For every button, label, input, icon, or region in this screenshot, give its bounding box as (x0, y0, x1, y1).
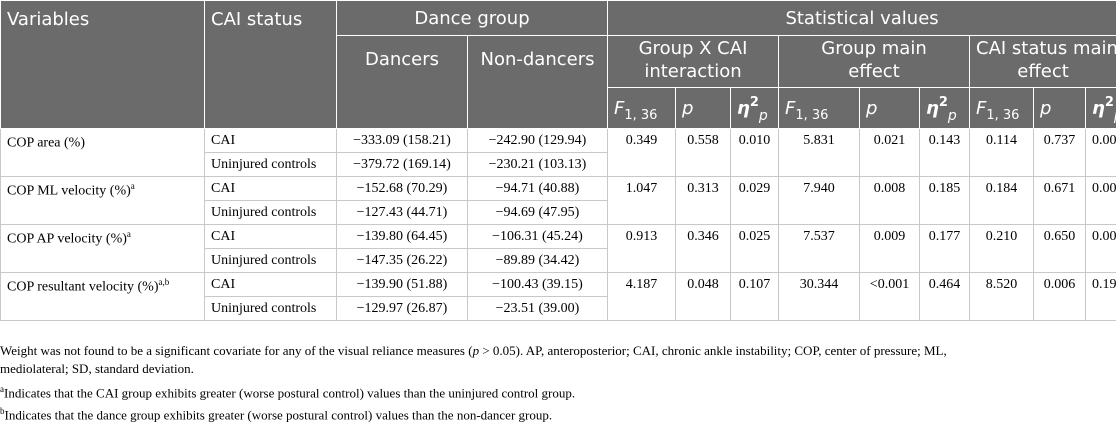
header-dance-group: Dance group (337, 1, 608, 36)
footnote-a: aIndicates that the CAI group exhibits g… (0, 380, 1110, 402)
eta-interaction-cell: 0.029 (731, 177, 779, 225)
header-dancers: Dancers (337, 36, 468, 129)
dancers-cell: −129.97 (26.87) (337, 297, 468, 321)
f-interaction-cell: 0.349 (608, 129, 676, 177)
header-eta-interaction: η2p (731, 88, 779, 129)
f-cai-cell: 8.520 (970, 273, 1034, 321)
table-row: COP AP velocity (%)a CAI −139.80 (64.45)… (1, 225, 1116, 249)
cai-status-cell: Uninjured controls (205, 201, 337, 225)
variable-cell: COP area (%) (1, 129, 205, 177)
header-p-group: p (860, 88, 920, 129)
dancers-cell: −333.09 (158.21) (337, 129, 468, 153)
header-f-interaction: F1, 36 (608, 88, 676, 129)
non-dancers-cell: −89.89 (34.42) (468, 249, 608, 273)
f-group-cell: 7.940 (779, 177, 860, 225)
non-dancers-cell: −242.90 (129.94) (468, 129, 608, 153)
f-interaction-cell: 0.913 (608, 225, 676, 273)
footnote-main: Weight was not found to be a significant… (0, 342, 1110, 378)
non-dancers-cell: −94.71 (40.88) (468, 177, 608, 201)
p-cai-cell: 0.006 (1034, 273, 1086, 321)
f-interaction-cell: 4.187 (608, 273, 676, 321)
non-dancers-cell: −100.43 (39.15) (468, 273, 608, 297)
variable-cell: COP resultant velocity (%)a,b (1, 273, 205, 321)
dancers-cell: −139.80 (64.45) (337, 225, 468, 249)
p-interaction-cell: 0.313 (676, 177, 731, 225)
p-interaction-cell: 0.346 (676, 225, 731, 273)
p-cai-cell: 0.671 (1034, 177, 1086, 225)
footnote-b: bIndicates that the dance group exhibits… (0, 402, 1110, 424)
p-group-cell: 0.009 (860, 225, 920, 273)
p-group-cell: <0.001 (860, 273, 920, 321)
dancers-cell: −379.72 (169.14) (337, 153, 468, 177)
header-p-cai: p (1034, 88, 1086, 129)
eta-interaction-cell: 0.107 (731, 273, 779, 321)
variable-cell: COP AP velocity (%)a (1, 225, 205, 273)
f-group-cell: 7.537 (779, 225, 860, 273)
cai-status-cell: Uninjured controls (205, 297, 337, 321)
p-cai-cell: 0.737 (1034, 129, 1086, 177)
eta-interaction-cell: 0.010 (731, 129, 779, 177)
eta-group-cell: 0.464 (920, 273, 970, 321)
cai-status-cell: Uninjured controls (205, 153, 337, 177)
variable-cell: COP ML velocity (%)a (1, 177, 205, 225)
header-eta-cai: η2p (1086, 88, 1116, 129)
cai-status-cell: CAI (205, 129, 337, 153)
f-group-cell: 30.344 (779, 273, 860, 321)
f-group-cell: 5.831 (779, 129, 860, 177)
eta-cai-cell: 0.196 (1086, 273, 1116, 321)
header-non-dancers: Non-dancers (468, 36, 608, 129)
header-statistical-values: Statistical values (608, 1, 1116, 36)
f-cai-cell: 0.210 (970, 225, 1034, 273)
header-f-cai: F1, 36 (970, 88, 1034, 129)
p-interaction-cell: 0.558 (676, 129, 731, 177)
p-group-cell: 0.008 (860, 177, 920, 225)
cai-status-cell: CAI (205, 273, 337, 297)
dancers-cell: −139.90 (51.88) (337, 273, 468, 297)
dancers-cell: −152.68 (70.29) (337, 177, 468, 201)
non-dancers-cell: −94.69 (47.95) (468, 201, 608, 225)
non-dancers-cell: −23.51 (39.00) (468, 297, 608, 321)
f-interaction-cell: 1.047 (608, 177, 676, 225)
p-cai-cell: 0.650 (1034, 225, 1086, 273)
header-cai-status: CAI status (205, 1, 337, 129)
non-dancers-cell: −106.31 (45.24) (468, 225, 608, 249)
table-footnotes: Weight was not found to be a significant… (0, 342, 1110, 425)
header-variables: Variables (1, 1, 205, 129)
cai-status-cell: Uninjured controls (205, 249, 337, 273)
eta-cai-cell: 0.005 (1086, 177, 1116, 225)
eta-cai-cell: 0.003 (1086, 129, 1116, 177)
dancers-cell: −127.43 (44.71) (337, 201, 468, 225)
table-row: COP ML velocity (%)a CAI −152.68 (70.29)… (1, 177, 1116, 201)
non-dancers-cell: −230.21 (103.13) (468, 153, 608, 177)
cai-status-cell: CAI (205, 225, 337, 249)
results-table: Variables CAI status Dance group Statist… (0, 0, 1116, 321)
f-cai-cell: 0.184 (970, 177, 1034, 225)
table-row: COP area (%) CAI −333.09 (158.21) −242.9… (1, 129, 1116, 153)
eta-cai-cell: 0.006 (1086, 225, 1116, 273)
header-p-interaction: p (676, 88, 731, 129)
dancers-cell: −147.35 (26.22) (337, 249, 468, 273)
f-cai-cell: 0.114 (970, 129, 1034, 177)
p-group-cell: 0.021 (860, 129, 920, 177)
eta-group-cell: 0.143 (920, 129, 970, 177)
eta-interaction-cell: 0.025 (731, 225, 779, 273)
p-interaction-cell: 0.048 (676, 273, 731, 321)
cai-status-cell: CAI (205, 177, 337, 201)
eta-group-cell: 0.185 (920, 177, 970, 225)
header-eta-group: η2p (920, 88, 970, 129)
header-f-group: F1, 36 (779, 88, 860, 129)
eta-group-cell: 0.177 (920, 225, 970, 273)
table-row: COP resultant velocity (%)a,b CAI −139.9… (1, 273, 1116, 297)
